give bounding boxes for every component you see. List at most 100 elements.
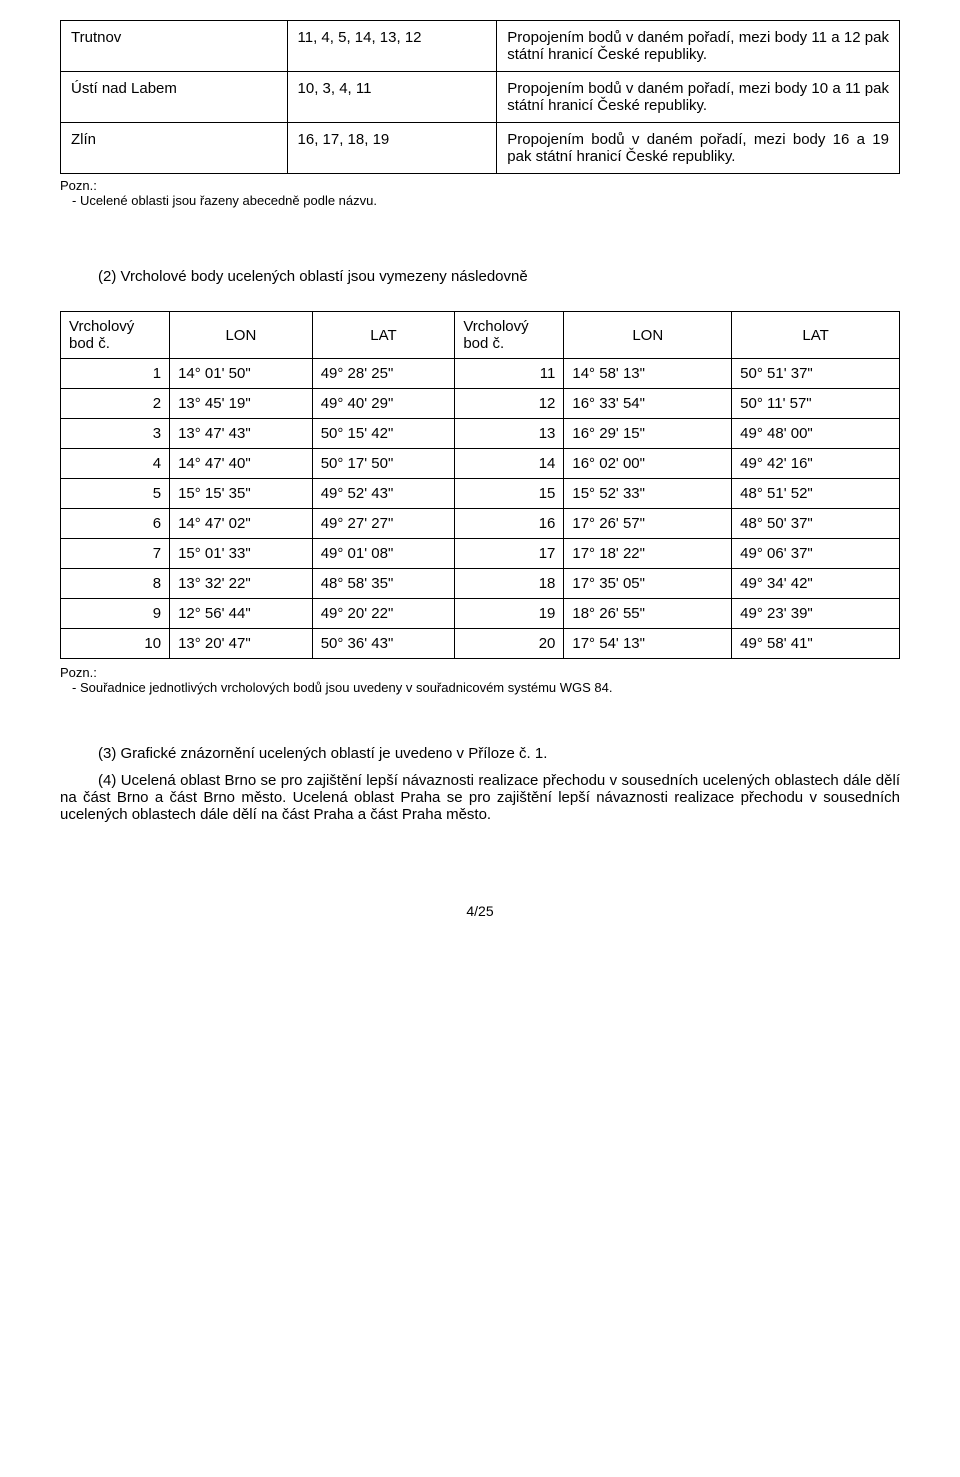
lat-a: 49° 27' 27" bbox=[312, 509, 455, 539]
lon-b: 18° 26' 55" bbox=[564, 599, 732, 629]
lat-b: 50° 51' 37" bbox=[732, 359, 900, 389]
vertex-a: 5 bbox=[61, 479, 170, 509]
vertex-a: 4 bbox=[61, 449, 170, 479]
lon-a: 12° 56' 44" bbox=[170, 599, 313, 629]
note2-text: - Souřadnice jednotlivých vrcholových bo… bbox=[72, 680, 900, 695]
table-row: 213° 45' 19"49° 40' 29"1216° 33' 54"50° … bbox=[61, 389, 900, 419]
vertex-a: 2 bbox=[61, 389, 170, 419]
table-row: 813° 32' 22"48° 58' 35"1817° 35' 05"49° … bbox=[61, 569, 900, 599]
vertex-b: 14 bbox=[455, 449, 564, 479]
vertex-b: 15 bbox=[455, 479, 564, 509]
lon-a: 14° 47' 40" bbox=[170, 449, 313, 479]
vertex-a: 7 bbox=[61, 539, 170, 569]
lon-a: 15° 01' 33" bbox=[170, 539, 313, 569]
region-name: Ústí nad Labem bbox=[61, 72, 288, 123]
lon-b: 15° 52' 33" bbox=[564, 479, 732, 509]
page: Trutnov11, 4, 5, 14, 13, 12Propojením bo… bbox=[0, 0, 960, 959]
table-row: 313° 47' 43"50° 15' 42"1316° 29' 15"49° … bbox=[61, 419, 900, 449]
table-row: 715° 01' 33"49° 01' 08"1717° 18' 22"49° … bbox=[61, 539, 900, 569]
vertex-a: 10 bbox=[61, 629, 170, 659]
region-desc: Propojením bodů v daném pořadí, mezi bod… bbox=[497, 21, 900, 72]
note2: Pozn.: - Souřadnice jednotlivých vrcholo… bbox=[60, 665, 900, 695]
table-row: 414° 47' 40"50° 17' 50"1416° 02' 00"49° … bbox=[61, 449, 900, 479]
hdr-lon-a: LON bbox=[170, 312, 313, 359]
lon-b: 17° 26' 57" bbox=[564, 509, 732, 539]
lat-b: 49° 48' 00" bbox=[732, 419, 900, 449]
table-row: 1013° 20' 47"50° 36' 43"2017° 54' 13"49°… bbox=[61, 629, 900, 659]
lat-a: 49° 52' 43" bbox=[312, 479, 455, 509]
lat-a: 49° 01' 08" bbox=[312, 539, 455, 569]
page-footer: 4/25 bbox=[60, 903, 900, 919]
table-row: Ústí nad Labem10, 3, 4, 11Propojením bod… bbox=[61, 72, 900, 123]
lon-b: 16° 29' 15" bbox=[564, 419, 732, 449]
table-row: 614° 47' 02"49° 27' 27"1617° 26' 57"48° … bbox=[61, 509, 900, 539]
lat-b: 49° 23' 39" bbox=[732, 599, 900, 629]
lat-b: 49° 42' 16" bbox=[732, 449, 900, 479]
lat-b: 49° 58' 41" bbox=[732, 629, 900, 659]
lat-b: 49° 34' 42" bbox=[732, 569, 900, 599]
table-row: 114° 01' 50"49° 28' 25"1114° 58' 13"50° … bbox=[61, 359, 900, 389]
vertices-table-body: 114° 01' 50"49° 28' 25"1114° 58' 13"50° … bbox=[61, 359, 900, 659]
vertex-b: 16 bbox=[455, 509, 564, 539]
lon-b: 17° 54' 13" bbox=[564, 629, 732, 659]
region-codes: 11, 4, 5, 14, 13, 12 bbox=[287, 21, 497, 72]
hdr-vertex-b: Vrcholový bod č. bbox=[455, 312, 564, 359]
lon-b: 17° 18' 22" bbox=[564, 539, 732, 569]
lon-a: 13° 47' 43" bbox=[170, 419, 313, 449]
note1-text: - Ucelené oblasti jsou řazeny abecedně p… bbox=[72, 193, 900, 208]
region-name: Zlín bbox=[61, 123, 288, 174]
lat-a: 49° 20' 22" bbox=[312, 599, 455, 629]
section2-heading: (2) Vrcholové body ucelených oblastí jso… bbox=[60, 268, 900, 285]
lat-b: 48° 51' 52" bbox=[732, 479, 900, 509]
lon-a: 13° 20' 47" bbox=[170, 629, 313, 659]
regions-table-body: Trutnov11, 4, 5, 14, 13, 12Propojením bo… bbox=[61, 21, 900, 174]
table-row: Zlín16, 17, 18, 19Propojením bodů v dané… bbox=[61, 123, 900, 174]
table-row: Trutnov11, 4, 5, 14, 13, 12Propojením bo… bbox=[61, 21, 900, 72]
table-row: 515° 15' 35"49° 52' 43"1515° 52' 33"48° … bbox=[61, 479, 900, 509]
lat-a: 48° 58' 35" bbox=[312, 569, 455, 599]
lat-a: 50° 36' 43" bbox=[312, 629, 455, 659]
region-codes: 10, 3, 4, 11 bbox=[287, 72, 497, 123]
vertex-b: 13 bbox=[455, 419, 564, 449]
lat-a: 50° 17' 50" bbox=[312, 449, 455, 479]
regions-table: Trutnov11, 4, 5, 14, 13, 12Propojením bo… bbox=[60, 20, 900, 174]
region-name: Trutnov bbox=[61, 21, 288, 72]
lat-b: 49° 06' 37" bbox=[732, 539, 900, 569]
hdr-vertex-a: Vrcholový bod č. bbox=[61, 312, 170, 359]
vertex-a: 6 bbox=[61, 509, 170, 539]
lat-b: 48° 50' 37" bbox=[732, 509, 900, 539]
vertices-header-row: Vrcholový bod č. LON LAT Vrcholový bod č… bbox=[61, 312, 900, 359]
lon-a: 15° 15' 35" bbox=[170, 479, 313, 509]
lon-a: 14° 01' 50" bbox=[170, 359, 313, 389]
hdr-lon-b: LON bbox=[564, 312, 732, 359]
note2-label: Pozn.: bbox=[60, 665, 900, 680]
vertex-a: 1 bbox=[61, 359, 170, 389]
vertex-b: 18 bbox=[455, 569, 564, 599]
vertex-a: 3 bbox=[61, 419, 170, 449]
lon-b: 16° 33' 54" bbox=[564, 389, 732, 419]
para3: (3) Grafické znázornění ucelených oblast… bbox=[60, 745, 900, 762]
lon-b: 14° 58' 13" bbox=[564, 359, 732, 389]
region-codes: 16, 17, 18, 19 bbox=[287, 123, 497, 174]
lat-a: 50° 15' 42" bbox=[312, 419, 455, 449]
vertices-table: Vrcholový bod č. LON LAT Vrcholový bod č… bbox=[60, 311, 900, 659]
vertex-b: 19 bbox=[455, 599, 564, 629]
vertex-a: 8 bbox=[61, 569, 170, 599]
note1: Pozn.: - Ucelené oblasti jsou řazeny abe… bbox=[60, 178, 900, 208]
lon-a: 13° 32' 22" bbox=[170, 569, 313, 599]
lat-a: 49° 40' 29" bbox=[312, 389, 455, 419]
lon-a: 14° 47' 02" bbox=[170, 509, 313, 539]
region-desc: Propojením bodů v daném pořadí, mezi bod… bbox=[497, 123, 900, 174]
region-desc: Propojením bodů v daném pořadí, mezi bod… bbox=[497, 72, 900, 123]
vertex-b: 12 bbox=[455, 389, 564, 419]
vertex-a: 9 bbox=[61, 599, 170, 629]
lon-b: 16° 02' 00" bbox=[564, 449, 732, 479]
vertex-b: 20 bbox=[455, 629, 564, 659]
hdr-lat-b: LAT bbox=[732, 312, 900, 359]
hdr-lat-a: LAT bbox=[312, 312, 455, 359]
table-row: 912° 56' 44"49° 20' 22"1918° 26' 55"49° … bbox=[61, 599, 900, 629]
lat-b: 50° 11' 57" bbox=[732, 389, 900, 419]
para4: (4) Ucelená oblast Brno se pro zajištění… bbox=[60, 772, 900, 823]
vertex-b: 11 bbox=[455, 359, 564, 389]
lon-b: 17° 35' 05" bbox=[564, 569, 732, 599]
